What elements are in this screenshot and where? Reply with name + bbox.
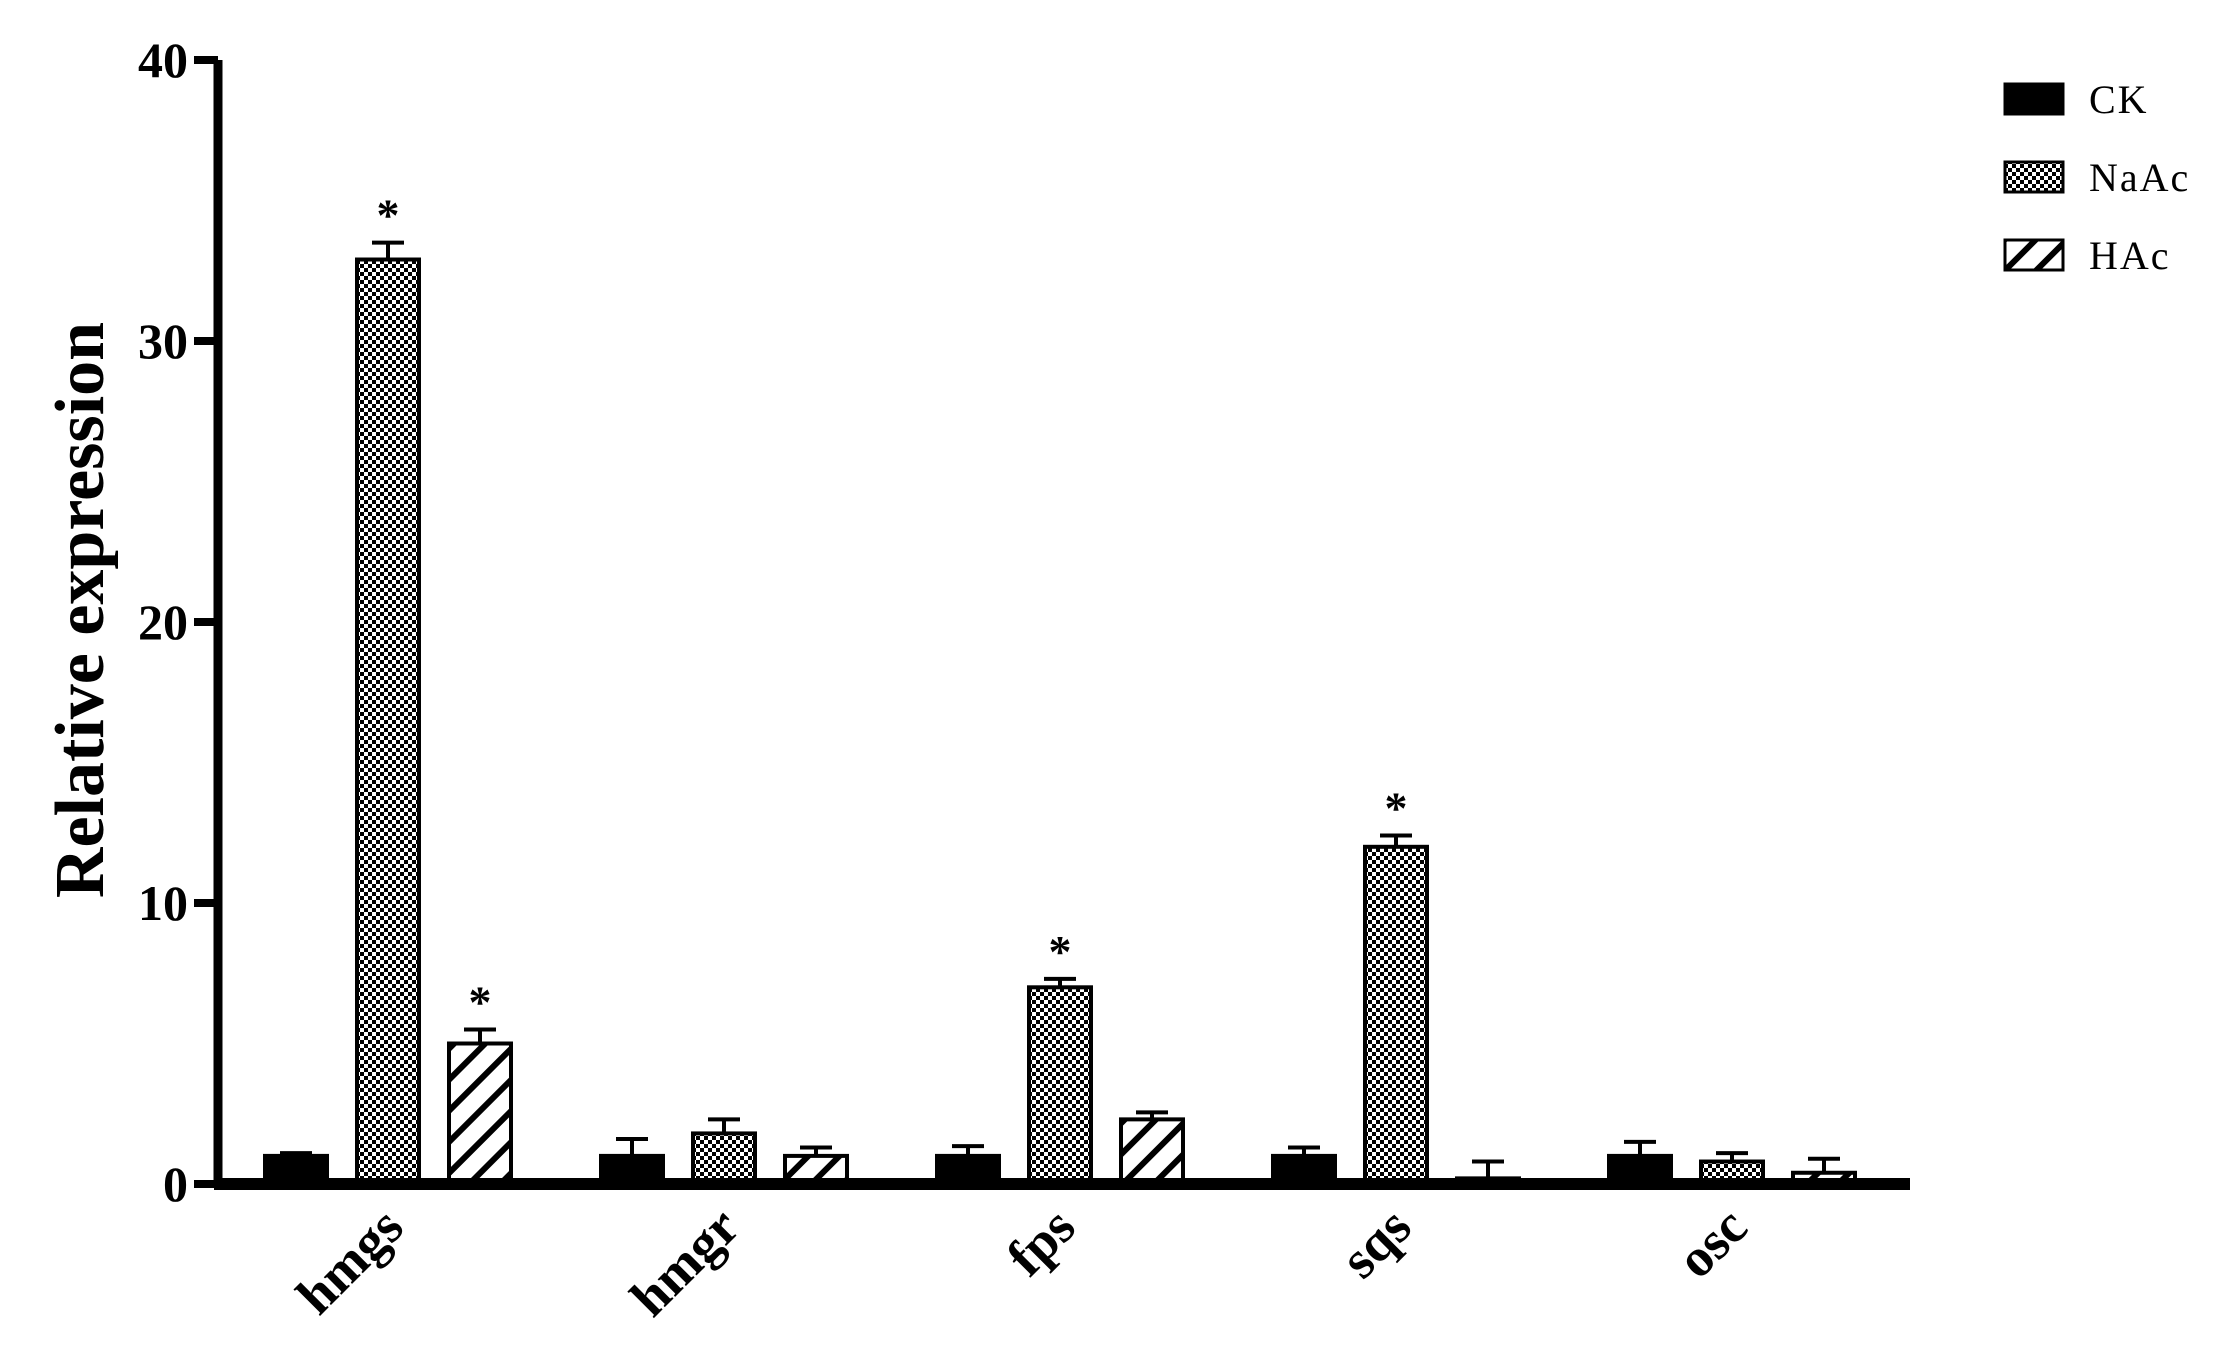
y-axis-title: Relative expression [42, 322, 119, 898]
x-tick-label-hmgs: hmgs [285, 1196, 414, 1325]
significance-marker-naac-fps: * [1049, 926, 1072, 977]
bars-layer [263, 240, 1857, 1187]
y-tick-label-0: 0 [163, 1156, 188, 1212]
significance-marker-hac-hmgs: * [469, 976, 492, 1027]
legend-swatch-hac [2003, 238, 2065, 272]
y-tick-label-10: 10 [138, 875, 188, 931]
legend-label-ck: CK [2089, 77, 2149, 122]
x-tick-label-fps: fps [995, 1196, 1086, 1287]
y-axis-title-group: Relative expression [42, 322, 119, 898]
significance-marker-naac-hmgs: * [377, 190, 400, 241]
legend-label-naac: NaAc [2089, 155, 2190, 200]
y-tick-label-40: 40 [138, 32, 188, 88]
legend-swatch-ck [2003, 82, 2065, 116]
bar-naac-hmgr [691, 1131, 757, 1187]
bar-naac-sqs [1363, 844, 1429, 1186]
x-tick-label-sqs: sqs [1329, 1196, 1422, 1289]
x-tick-label-hmgr: hmgr [619, 1196, 751, 1328]
bar-hac-fps [1119, 1117, 1185, 1186]
y-tick-label-30: 30 [138, 313, 188, 369]
axes-layer [194, 56, 1910, 1190]
significance-marker-naac-sqs: * [1385, 783, 1408, 834]
x-tick-label-osc: osc [1665, 1196, 1758, 1289]
legend-swatch-naac [2003, 160, 2065, 194]
bar-naac-fps [1027, 985, 1093, 1186]
y-tick-label-20: 20 [138, 594, 188, 650]
legend: CK NaAc HAc [2003, 77, 2190, 278]
bar-naac-hmgs [355, 257, 421, 1186]
legend-label-hac: HAc [2089, 233, 2171, 278]
bar-hac-hmgs [447, 1041, 513, 1186]
